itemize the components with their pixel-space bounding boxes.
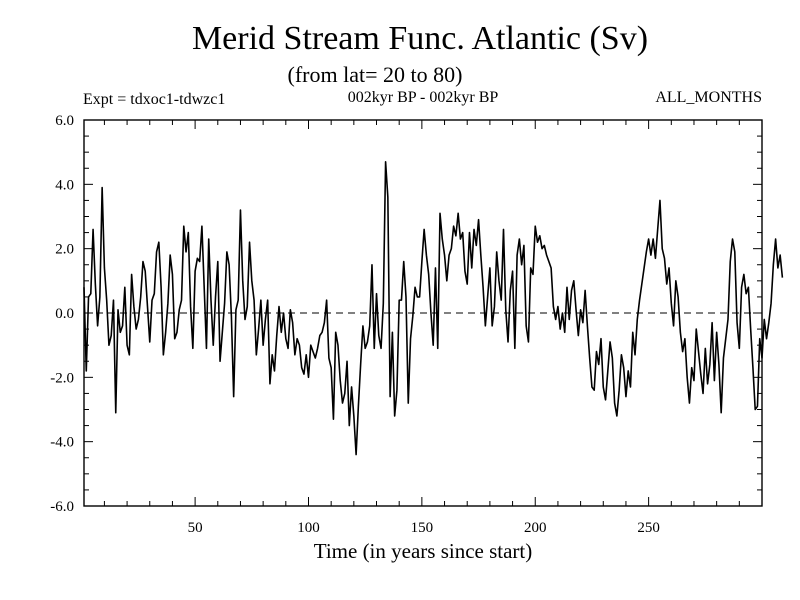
x-tick-label: 150	[411, 520, 434, 536]
x-tick-label: 100	[297, 520, 320, 536]
y-tick-label: 2.0	[55, 242, 74, 258]
experiment-label: Expt = tdxoc1-tdwzc1	[83, 91, 225, 108]
y-tick-label: 0.0	[55, 306, 74, 322]
chart-title: Merid Stream Func. Atlantic (Sv)	[192, 20, 648, 57]
y-tick-label: 6.0	[55, 113, 74, 129]
months-label: ALL_MONTHS	[655, 89, 762, 106]
y-tick-label: -4.0	[50, 435, 74, 451]
chart-subtitle: (from lat= 20 to 80)	[288, 62, 463, 87]
y-tick-label: -6.0	[50, 499, 74, 515]
x-tick-label: 50	[188, 520, 203, 536]
x-tick-label: 250	[637, 520, 660, 536]
x-tick-label: 200	[524, 520, 547, 536]
x-axis-label: Time (in years since start)	[314, 539, 533, 563]
tick-labels: 50 100 150 200 250 -6.0 -4.0 -2.0 0.0 2.0 4.0 6.0	[50, 113, 660, 536]
series-line	[83, 161, 784, 456]
y-tick-label: 4.0	[55, 177, 74, 193]
y-tick-label: -2.0	[50, 370, 74, 386]
plot-frame	[83, 119, 763, 507]
period-label: 002kyr BP - 002kyr BP	[348, 89, 499, 106]
